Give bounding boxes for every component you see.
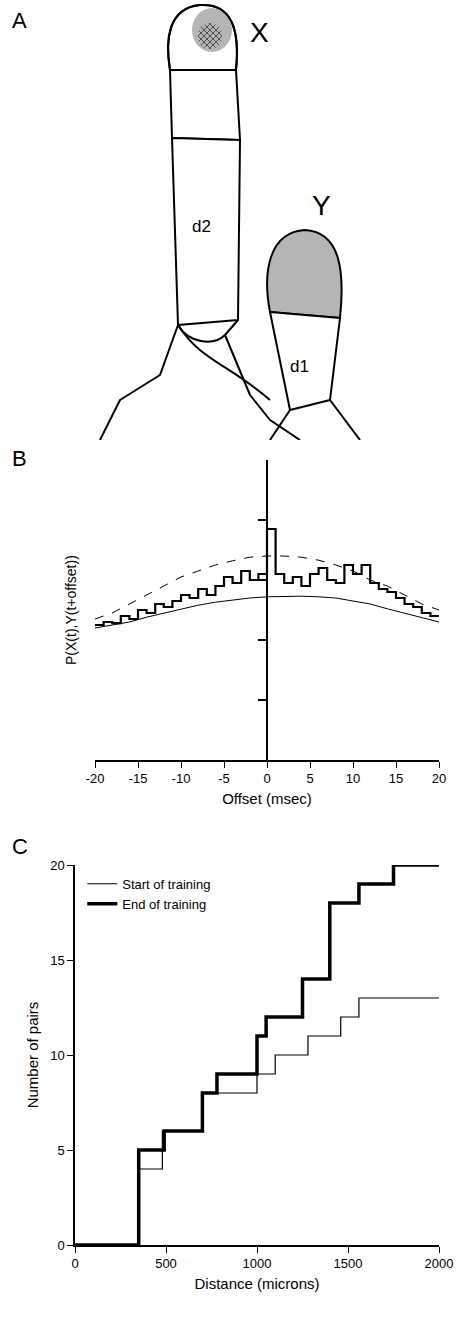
svg-text:-20: -20 bbox=[86, 771, 105, 786]
svg-text:5: 5 bbox=[306, 771, 313, 786]
svg-text:d1: d1 bbox=[290, 357, 309, 376]
svg-text:-5: -5 bbox=[218, 771, 230, 786]
svg-text:Number of pairs: Number of pairs bbox=[24, 1002, 41, 1109]
html-text:C: C bbox=[12, 834, 28, 859]
svg-text:P(X(t),Y(t+offset)): P(X(t),Y(t+offset)) bbox=[63, 555, 79, 665]
svg-text:Distance (microns): Distance (microns) bbox=[194, 1275, 319, 1292]
svg-text:Offset (msec): Offset (msec) bbox=[222, 790, 312, 807]
svg-text:-15: -15 bbox=[129, 771, 148, 786]
svg-text:15: 15 bbox=[50, 953, 64, 968]
html-text:B: B bbox=[12, 446, 27, 471]
svg-text:2000: 2000 bbox=[425, 1256, 454, 1271]
svg-text:0: 0 bbox=[57, 1238, 64, 1253]
svg-text:15: 15 bbox=[389, 771, 403, 786]
svg-text:1000: 1000 bbox=[243, 1256, 272, 1271]
svg-text:20: 20 bbox=[50, 858, 64, 873]
svg-text:d2: d2 bbox=[192, 217, 211, 236]
svg-text:5: 5 bbox=[57, 1143, 64, 1158]
svg-text:X: X bbox=[250, 17, 269, 48]
svg-text:1500: 1500 bbox=[334, 1256, 363, 1271]
svg-text:20: 20 bbox=[432, 771, 446, 786]
svg-text:-10: -10 bbox=[172, 771, 191, 786]
svg-text:Y: Y bbox=[312, 190, 331, 221]
svg-text:End of training: End of training bbox=[122, 897, 206, 912]
svg-text:500: 500 bbox=[155, 1256, 177, 1271]
svg-text:10: 10 bbox=[346, 771, 360, 786]
html-text:A: A bbox=[12, 8, 27, 33]
svg-text:0: 0 bbox=[71, 1256, 78, 1271]
svg-text:10: 10 bbox=[50, 1048, 64, 1063]
svg-text:Start of training: Start of training bbox=[122, 877, 210, 892]
svg-text:0: 0 bbox=[263, 771, 270, 786]
